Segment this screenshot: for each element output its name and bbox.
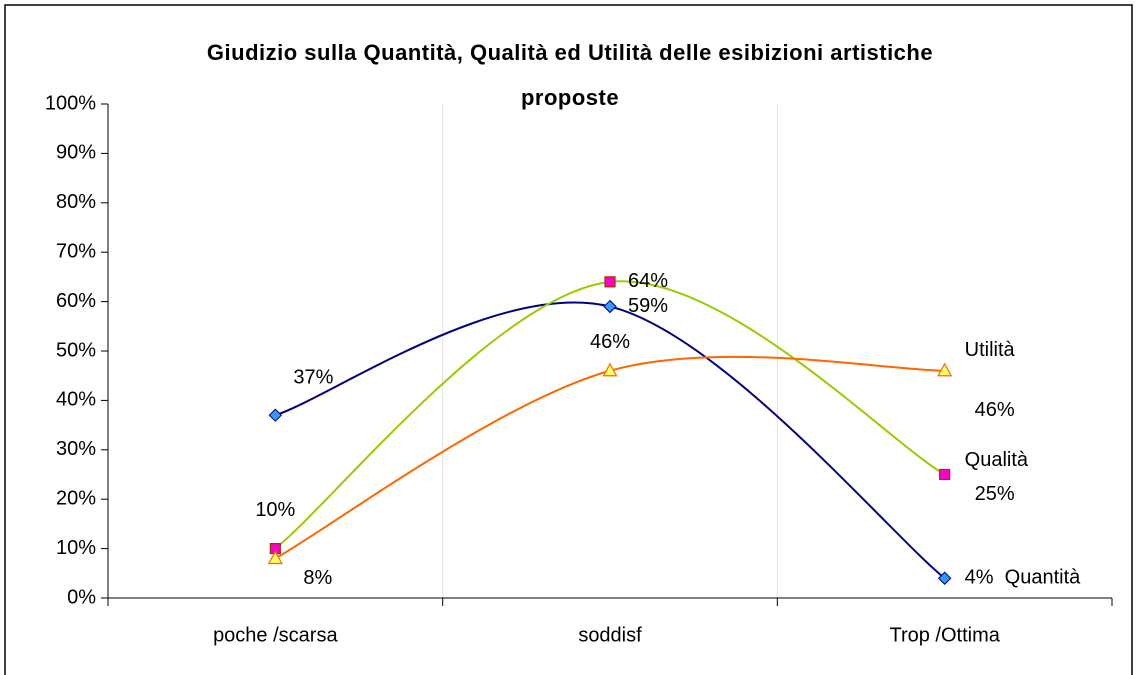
data-label: 25% [975,483,1015,505]
series-line [274,355,945,560]
data-label: 64% [628,270,668,292]
marker [267,550,283,565]
data-label: 37% [293,367,333,389]
marker [602,362,618,377]
marker [937,571,952,585]
y-tick-label: 80% [56,191,96,213]
y-tick-label: 10% [56,537,96,559]
y-tick-label: 30% [56,438,96,460]
y-tick-label: 20% [56,487,96,509]
y-tick-label: 40% [56,389,96,411]
data-label: 59% [628,295,668,317]
y-tick-label: 90% [56,142,96,164]
data-label: 4% [965,567,994,589]
marker [604,276,616,288]
x-tick-label: soddisf [578,624,642,646]
marker [603,299,617,314]
y-tick-label: 60% [56,290,96,312]
chart-title: Giudizio sulla Quantità, Qualità ed Util… [206,40,934,110]
data-label: 46% [975,399,1015,421]
series-name-label: Qualità [965,449,1029,471]
series-name-label: Utilità [965,339,1016,361]
marker [939,468,951,481]
data-label: 46% [590,331,630,353]
y-tick-label: 100% [45,92,96,114]
series-line [274,280,946,550]
data-label: 10% [255,499,295,521]
series-name-label: Quantità [1005,567,1081,589]
x-tick-label: Trop /Ottima [889,624,1000,646]
y-tick-label: 0% [67,586,96,608]
y-tick-label: 70% [56,240,96,262]
marker [937,362,953,377]
y-tick-label: 50% [56,339,96,361]
chart-border [4,4,1133,675]
data-label: 8% [303,567,332,589]
x-tick-label: poche /scarsa [213,624,338,646]
marker [268,408,283,422]
